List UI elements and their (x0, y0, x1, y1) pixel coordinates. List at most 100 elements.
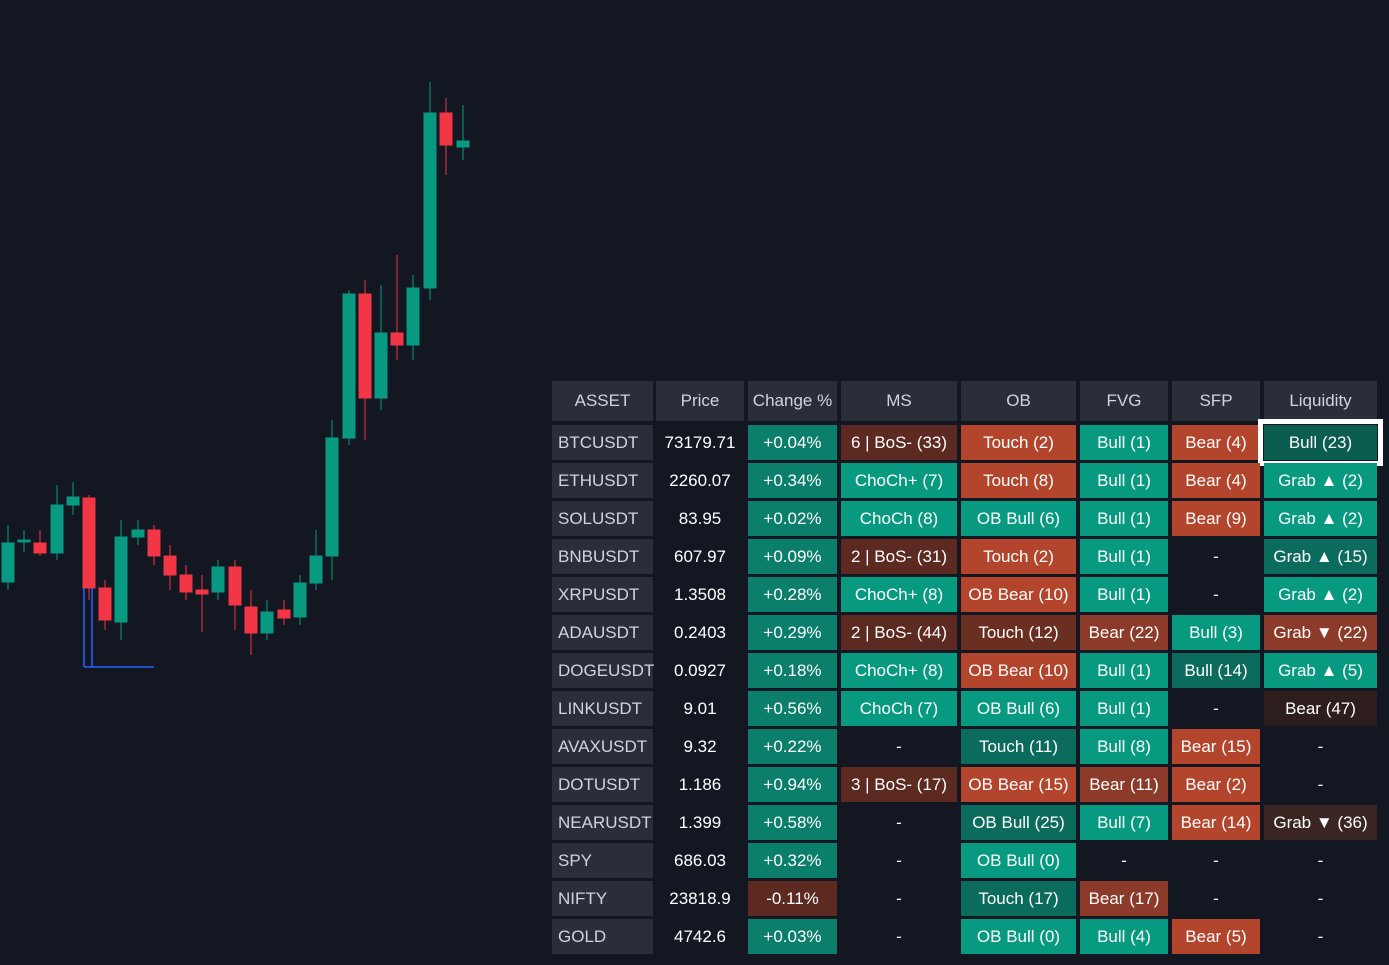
data-cell: Bull (4) (1080, 919, 1168, 954)
data-cell: Bull (23) (1258, 419, 1383, 466)
data-cell: Grab ▲ (5) (1264, 653, 1377, 688)
asset-cell: LINKUSDT (552, 691, 653, 726)
data-cell: OB Bear (10) (961, 577, 1076, 612)
data-cell: Bull (1) (1080, 691, 1168, 726)
data-cell: 686.03 (656, 843, 744, 878)
data-cell: - (1172, 881, 1260, 916)
asset-cell: GOLD (552, 919, 653, 954)
data-cell: Bull (1) (1080, 463, 1168, 498)
asset-cell: DOGEUSDT (552, 653, 654, 688)
data-cell: 0.0927 (656, 653, 744, 688)
data-cell: - (841, 729, 957, 764)
asset-cell: ADAUSDT (552, 615, 653, 650)
data-cell: Touch (2) (961, 425, 1076, 460)
data-cell: +0.22% (748, 729, 837, 764)
data-cell: Bull (7) (1080, 805, 1168, 840)
asset-cell: XRPUSDT (552, 577, 653, 612)
header-cell: SFP (1172, 381, 1260, 421)
data-cell: - (841, 919, 957, 954)
data-cell: - (841, 843, 957, 878)
header-cell: Liquidity (1264, 381, 1377, 421)
data-cell: -0.11% (748, 881, 837, 916)
data-cell: Grab ▼ (22) (1264, 615, 1377, 650)
data-cell: Bear (14) (1172, 805, 1260, 840)
data-cell: Bull (1) (1080, 501, 1168, 536)
data-cell: ChoCh+ (7) (841, 463, 957, 498)
data-cell: OB Bear (10) (961, 653, 1076, 688)
data-cell: +0.09% (748, 539, 837, 574)
data-cell: Grab ▲ (2) (1264, 501, 1377, 536)
header-cell: Change % (748, 381, 837, 421)
data-cell: +0.94% (748, 767, 837, 802)
data-cell: 9.01 (656, 691, 744, 726)
asset-cell: NIFTY (552, 881, 653, 916)
asset-cell: NEARUSDT (552, 805, 653, 840)
data-cell: 1.3508 (656, 577, 744, 612)
data-cell: ChoCh (7) (841, 691, 957, 726)
data-cell: +0.04% (748, 425, 837, 460)
data-cell: 6 | BoS- (33) (841, 425, 957, 460)
data-cell: Bear (15) (1172, 729, 1260, 764)
header-cell: ASSET (552, 381, 653, 421)
data-cell: Grab ▼ (36) (1264, 805, 1377, 840)
data-cell: 73179.71 (656, 425, 744, 460)
data-cell: Touch (11) (961, 729, 1076, 764)
data-cell: - (1172, 577, 1260, 612)
data-cell: 2260.07 (656, 463, 744, 498)
data-cell: Bull (1) (1080, 425, 1168, 460)
data-cell: +0.02% (748, 501, 837, 536)
data-cell: Bear (5) (1172, 919, 1260, 954)
data-cell: 4742.6 (656, 919, 744, 954)
data-cell: Bull (8) (1080, 729, 1168, 764)
data-cell: Bear (47) (1264, 691, 1377, 726)
data-cell: OB Bear (15) (961, 767, 1076, 802)
data-cell: +0.56% (748, 691, 837, 726)
data-cell: +0.32% (748, 843, 837, 878)
data-cell: - (1264, 767, 1377, 802)
data-cell: OB Bull (0) (961, 843, 1076, 878)
header-cell: FVG (1080, 381, 1168, 421)
data-cell: Touch (8) (961, 463, 1076, 498)
data-cell: 9.32 (656, 729, 744, 764)
data-cell: Bear (9) (1172, 501, 1260, 536)
data-cell: - (1080, 843, 1168, 878)
header-cell: Price (656, 381, 744, 421)
asset-cell: SPY (552, 843, 653, 878)
data-cell: Bear (17) (1080, 881, 1168, 916)
candlestick-chart (1, 82, 470, 668)
data-cell: Bull (3) (1172, 615, 1260, 650)
data-cell: Bull (1) (1080, 539, 1168, 574)
data-cell: 2 | BoS- (31) (841, 539, 957, 574)
data-cell: +0.29% (748, 615, 837, 650)
header-cell: OB (961, 381, 1076, 421)
data-cell: - (1172, 539, 1260, 574)
data-cell: 1.399 (656, 805, 744, 840)
data-cell: +0.03% (748, 919, 837, 954)
data-cell: 23818.9 (656, 881, 744, 916)
asset-cell: DOTUSDT (552, 767, 653, 802)
data-cell: +0.34% (748, 463, 837, 498)
header-cell: MS (841, 381, 957, 421)
data-cell: OB Bull (6) (961, 501, 1076, 536)
data-cell: OB Bull (25) (961, 805, 1076, 840)
data-cell: Touch (17) (961, 881, 1076, 916)
data-cell: Bear (11) (1080, 767, 1168, 802)
data-cell: ChoCh+ (8) (841, 653, 957, 688)
data-cell: 1.186 (656, 767, 744, 802)
data-cell: - (1264, 843, 1377, 878)
asset-cell: SOLUSDT (552, 501, 653, 536)
data-cell: Grab ▲ (2) (1264, 463, 1377, 498)
data-cell: 3 | BoS- (17) (841, 767, 957, 802)
asset-cell: BNBUSDT (552, 539, 653, 574)
data-cell: - (1264, 881, 1377, 916)
data-cell: Bull (1) (1080, 653, 1168, 688)
data-cell: +0.18% (748, 653, 837, 688)
asset-cell: ETHUSDT (552, 463, 653, 498)
liquidity-lines (83, 588, 154, 668)
data-cell: 607.97 (656, 539, 744, 574)
data-cell: ChoCh+ (8) (841, 577, 957, 612)
data-cell: - (1172, 691, 1260, 726)
data-cell: Bull (1) (1080, 577, 1168, 612)
data-cell: Bear (22) (1080, 615, 1168, 650)
